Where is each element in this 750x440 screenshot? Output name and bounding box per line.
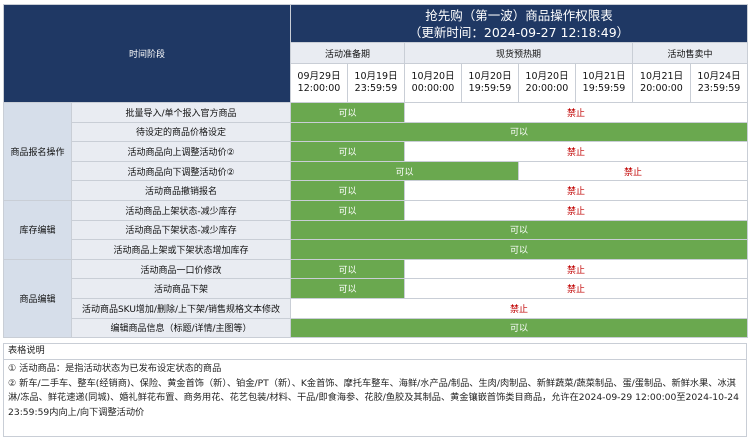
permission-allow-cell: 可以 bbox=[290, 160, 520, 182]
date-column-header: 10月19日 23:59:59 bbox=[347, 63, 406, 103]
column-time: 12:00:00 bbox=[297, 83, 341, 94]
column-date: 10月19日 bbox=[354, 71, 398, 82]
permission-deny-cell: 禁止 bbox=[404, 278, 749, 299]
permission-allow-cell: 可以 bbox=[290, 121, 749, 143]
operation-label: 活动商品向上调整活动价② bbox=[70, 141, 292, 162]
notes-title: 表格说明 bbox=[4, 344, 746, 360]
permission-deny-cell: 禁止 bbox=[290, 297, 749, 319]
operation-label: 活动商品上架或下架状态增加库存 bbox=[70, 239, 292, 260]
permission-allow-cell: 可以 bbox=[290, 317, 749, 339]
phase-preheat: 现货预热期 bbox=[404, 42, 634, 64]
table-row: 活动商品向下调整活动价② 可以 禁止 bbox=[4, 160, 749, 182]
table-row: 活动商品向上调整活动价② 可以 禁止 bbox=[4, 141, 749, 162]
permission-allow-cell: 可以 bbox=[290, 102, 406, 123]
note-2: ② 新车/二手车、整车(经销商)、保险、黄金首饰（新）、铂金/PT（新）、K金首… bbox=[8, 377, 739, 418]
table-row: 商品编辑 活动商品一口价修改 可以 禁止 bbox=[3, 258, 749, 339]
category-label: 商品报名操作 bbox=[3, 102, 72, 201]
permission-allow-cell: 可以 bbox=[290, 141, 406, 162]
table-row: 编辑商品信息（标题/详情/主图等） 可以 bbox=[4, 317, 749, 339]
operation-label: 批量导入/单个报入官方商品 bbox=[70, 102, 292, 123]
permission-allow-cell: 可以 bbox=[290, 199, 406, 221]
column-date: 10月20日 bbox=[468, 71, 512, 82]
column-date: 10月20日 bbox=[411, 71, 455, 82]
table-row: 活动商品下架状态-减少库存 可以 bbox=[4, 219, 749, 241]
operation-label: 活动商品向下调整活动价② bbox=[70, 160, 292, 182]
permission-deny-cell: 禁止 bbox=[518, 160, 749, 182]
table-notes: 表格说明 ① 活动商品：是指活动状态为已发布设定状态的商品 ② 新车/二手车、整… bbox=[3, 343, 747, 437]
column-time: 19:59:59 bbox=[468, 83, 512, 94]
date-column-header: 10月20日 19:59:59 bbox=[461, 63, 520, 103]
table-row: 商品报名操作 批量导入/单个报入官方商品 可以 禁止 bbox=[3, 102, 749, 201]
column-date: 09月29日 bbox=[297, 71, 341, 82]
column-time: 23:59:59 bbox=[697, 83, 741, 94]
table-row: 库存编辑 活动商品上架状态-减少库存 可以 禁止 bbox=[3, 199, 749, 260]
date-column-header: 10月21日 20:00:00 bbox=[632, 63, 692, 103]
column-time: 20:00:00 bbox=[640, 83, 683, 94]
time-stage-header: 时间阶段 bbox=[2, 4, 292, 103]
operation-label: 活动商品SKU增加/删除/上下架/销售规格文本修改 bbox=[70, 297, 292, 319]
phase-selling: 活动售卖中 bbox=[632, 42, 749, 64]
table-title: 抢先购（第一波）商品操作权限表 （更新时间：2024-09-27 12:18:4… bbox=[290, 4, 749, 43]
title-line-2: （更新时间：2024-09-27 12:18:49） bbox=[408, 24, 630, 40]
operation-label: 活动商品下架 bbox=[70, 278, 292, 299]
date-column-header: 10月20日 00:00:00 bbox=[404, 63, 463, 103]
operation-label: 待设定的商品价格设定 bbox=[70, 121, 292, 143]
table-row: 待设定的商品价格设定 可以 bbox=[4, 121, 749, 143]
date-column-header: 10月21日 19:59:59 bbox=[575, 63, 634, 103]
permission-allow-cell: 可以 bbox=[290, 180, 406, 201]
permission-deny-cell: 禁止 bbox=[404, 141, 749, 162]
category-label: 库存编辑 bbox=[3, 199, 72, 260]
permission-allow-cell: 可以 bbox=[290, 278, 406, 299]
operation-label: 活动商品上架状态-减少库存 bbox=[70, 199, 292, 221]
permission-deny-cell: 禁止 bbox=[404, 199, 749, 221]
note-1: ① 活动商品：是指活动状态为已发布设定状态的商品 bbox=[8, 363, 222, 374]
permission-allow-cell: 可以 bbox=[290, 219, 749, 241]
title-line-1: 抢先购（第一波）商品操作权限表 bbox=[425, 7, 613, 23]
operation-label: 活动商品一口价修改 bbox=[70, 258, 292, 280]
column-time: 19:59:59 bbox=[582, 83, 626, 94]
column-date: 10月21日 bbox=[639, 71, 684, 82]
column-time: 23:59:59 bbox=[354, 83, 398, 94]
column-time: 20:00:00 bbox=[525, 83, 569, 94]
operation-label: 活动商品下架状态-减少库存 bbox=[70, 219, 292, 241]
permission-allow-cell: 可以 bbox=[290, 258, 406, 280]
date-column-header: 10月24日 23:59:59 bbox=[690, 63, 749, 103]
date-column-header: 10月20日 20:00:00 bbox=[518, 63, 577, 103]
table-row: 活动商品下架 可以 禁止 bbox=[4, 278, 749, 299]
column-date: 10月21日 bbox=[582, 71, 626, 82]
column-date: 10月20日 bbox=[525, 71, 569, 82]
table-row: 活动商品SKU增加/删除/上下架/销售规格文本修改 禁止 bbox=[4, 297, 749, 319]
table-row: 活动商品上架或下架状态增加库存 可以 bbox=[4, 239, 749, 260]
date-column-header: 09月29日 12:00:00 bbox=[290, 63, 349, 103]
column-time: 00:00:00 bbox=[411, 83, 455, 94]
phase-prep: 活动准备期 bbox=[290, 42, 406, 64]
permission-deny-cell: 禁止 bbox=[404, 102, 749, 123]
permission-deny-cell: 禁止 bbox=[404, 258, 749, 280]
permission-allow-cell: 可以 bbox=[290, 239, 749, 260]
table-row: 活动商品撤销报名 可以 禁止 bbox=[4, 180, 749, 201]
operation-label: 活动商品撤销报名 bbox=[70, 180, 292, 201]
category-label: 商品编辑 bbox=[3, 258, 72, 339]
permission-table: 时间阶段 抢先购（第一波）商品操作权限表 （更新时间：2024-09-27 12… bbox=[2, 4, 749, 339]
operation-label: 编辑商品信息（标题/详情/主图等） bbox=[70, 317, 292, 339]
column-date: 10月24日 bbox=[697, 71, 741, 82]
permission-deny-cell: 禁止 bbox=[404, 180, 749, 201]
